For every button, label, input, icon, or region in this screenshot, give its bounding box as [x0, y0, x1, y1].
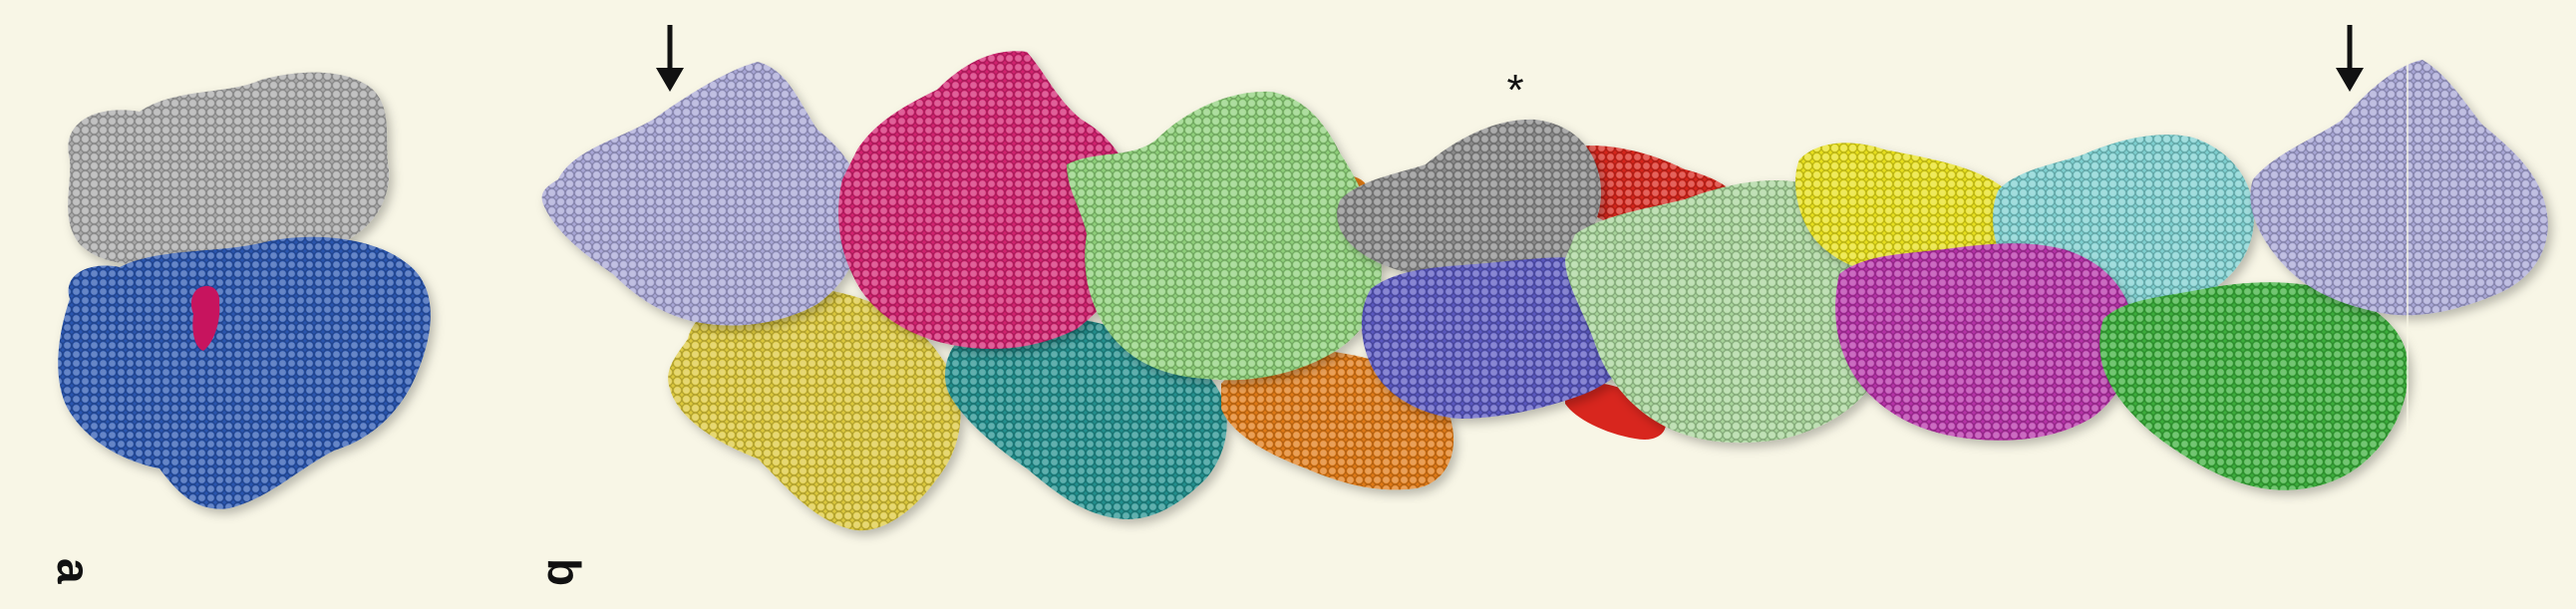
asterisk-marker: *: [1506, 66, 1523, 115]
subunit-pale-green: [1565, 179, 1889, 444]
panel-b-filament: *: [541, 25, 2548, 531]
subunit-green: [2099, 282, 2409, 490]
subunit-lavender-right: [2250, 60, 2548, 316]
subunit-magenta: [838, 51, 1137, 349]
panel-a-label: a: [48, 558, 100, 584]
panel-b-label: b: [538, 558, 590, 586]
subunit-light-green: [1067, 91, 1382, 381]
subunit-lemon: [1795, 143, 2016, 278]
dimer-magenta-ligand: [190, 285, 220, 351]
subunit-lavender-left: [541, 62, 863, 326]
subunit-dark-gray: [1337, 119, 1601, 281]
repeat-seam: [2407, 60, 2409, 439]
subunit-purple: [1835, 243, 2134, 441]
arrow-down-left-icon: [656, 25, 684, 92]
subunit-yellow: [668, 288, 961, 531]
arrow-down-right-icon: [2336, 25, 2364, 92]
panel-a-dimer: [58, 72, 431, 509]
